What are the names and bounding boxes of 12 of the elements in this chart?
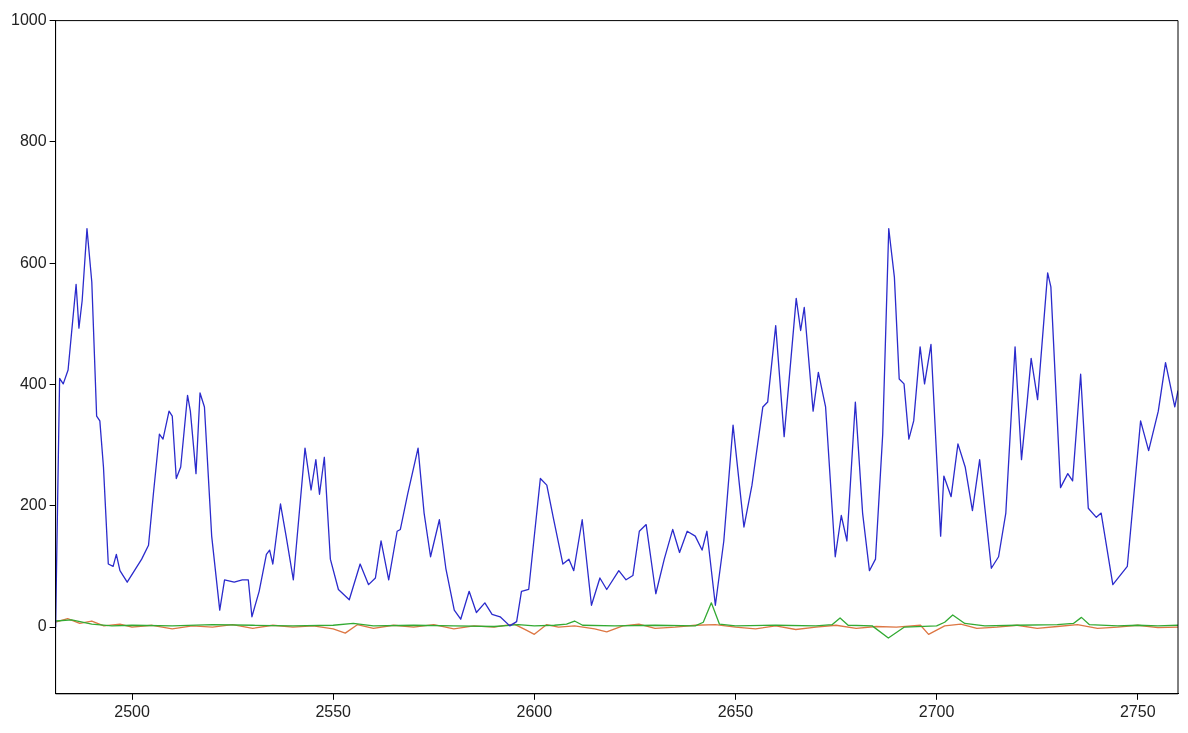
y-tick-label: 400 bbox=[19, 374, 47, 392]
x-tick-label: 2700 bbox=[918, 702, 955, 720]
y-tick-label: 0 bbox=[37, 617, 47, 635]
x-tick-label: 2550 bbox=[315, 702, 352, 720]
y-tick-label: 200 bbox=[19, 496, 47, 514]
y-tick-label: 800 bbox=[19, 132, 47, 150]
x-tick-label: 2600 bbox=[516, 702, 553, 720]
x-tick-label: 2750 bbox=[1119, 702, 1156, 720]
y-tick-label: 600 bbox=[19, 253, 47, 271]
x-tick-label: 2500 bbox=[114, 702, 150, 720]
y-tick-label: 1000 bbox=[11, 11, 47, 29]
x-tick-label: 2650 bbox=[717, 702, 754, 720]
